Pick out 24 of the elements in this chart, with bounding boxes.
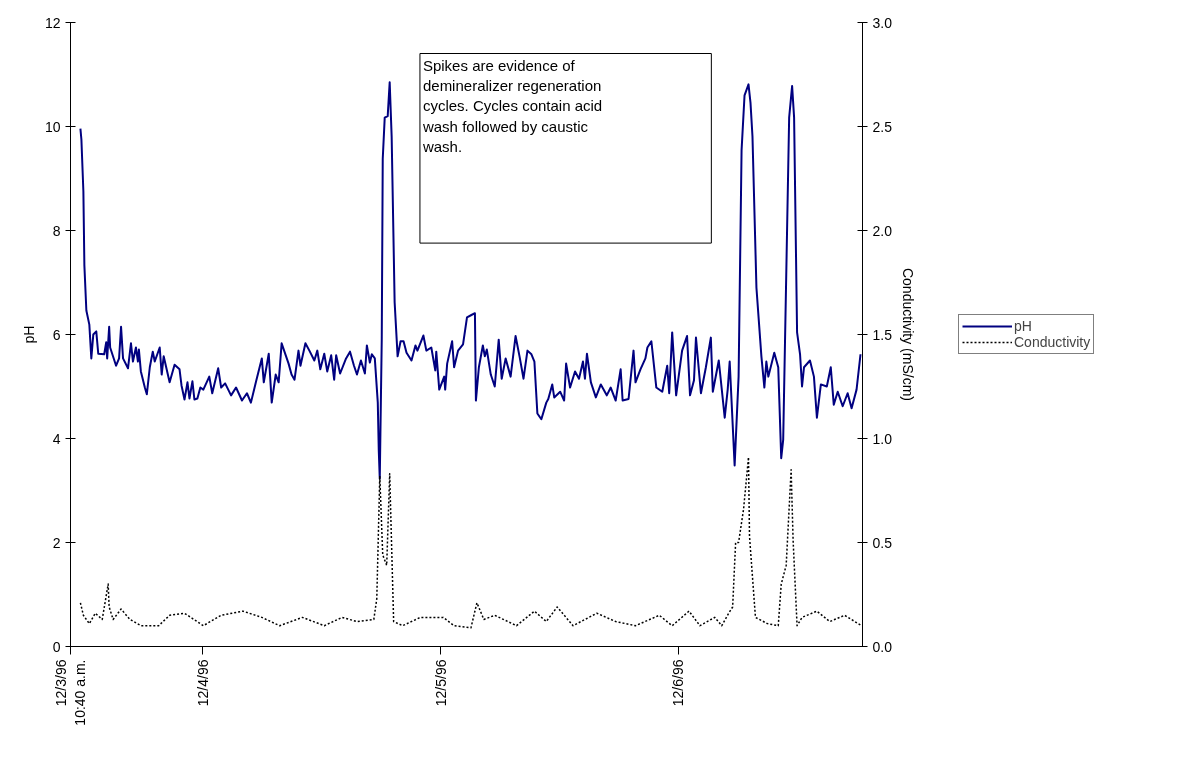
y-tick-label: 12 <box>44 14 61 31</box>
y2-tick-label: 2.0 <box>872 222 893 239</box>
y-tick-label: 6 <box>52 326 61 343</box>
y-tick-label: 4 <box>52 430 61 447</box>
x-tick-label: 12/5/96 <box>432 659 449 707</box>
annotation: Spikes are evidence of demineralizer regeneration cycles. Cycles contain acid wash followed by caustic wash. <box>421 56 603 156</box>
legend-label: Conductivity <box>1014 334 1091 350</box>
y-tick-label: 8 <box>52 222 61 239</box>
y-tick-label: 10 <box>44 118 61 135</box>
x-tick-label: 12/6/96 <box>670 659 687 707</box>
y-tick-label: 0 <box>52 638 61 655</box>
line-series <box>79 81 862 480</box>
y2-axis-title: Conductivity (mS/cm) <box>899 267 916 402</box>
y2-tick-label: 1.5 <box>872 326 893 343</box>
x-tick-label: 12/4/96 <box>194 659 211 707</box>
y-tick-label: 2 <box>52 534 61 551</box>
y2-tick-label: 0.0 <box>872 638 893 655</box>
y-axis-title: pH <box>20 325 37 344</box>
x-tick-label: 12/3/96 10:40 a.m. <box>52 659 89 726</box>
y2-tick-label: 1.0 <box>872 430 893 447</box>
legend-label: pH <box>1014 318 1033 334</box>
y2-tick-label: 3.0 <box>872 14 893 31</box>
y2-tick-label: 0.5 <box>872 534 893 551</box>
y2-tick-label: 2.5 <box>872 118 893 135</box>
